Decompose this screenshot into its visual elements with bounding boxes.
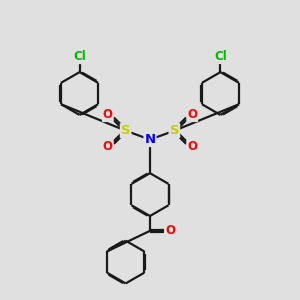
Text: O: O bbox=[187, 108, 197, 121]
Text: Cl: Cl bbox=[73, 50, 86, 63]
Text: O: O bbox=[166, 224, 176, 237]
Text: N: N bbox=[144, 133, 156, 146]
Text: O: O bbox=[103, 108, 113, 121]
Text: S: S bbox=[121, 124, 130, 137]
Text: Cl: Cl bbox=[214, 50, 227, 63]
Text: S: S bbox=[169, 124, 179, 137]
Text: O: O bbox=[103, 140, 113, 153]
Text: O: O bbox=[187, 140, 197, 153]
